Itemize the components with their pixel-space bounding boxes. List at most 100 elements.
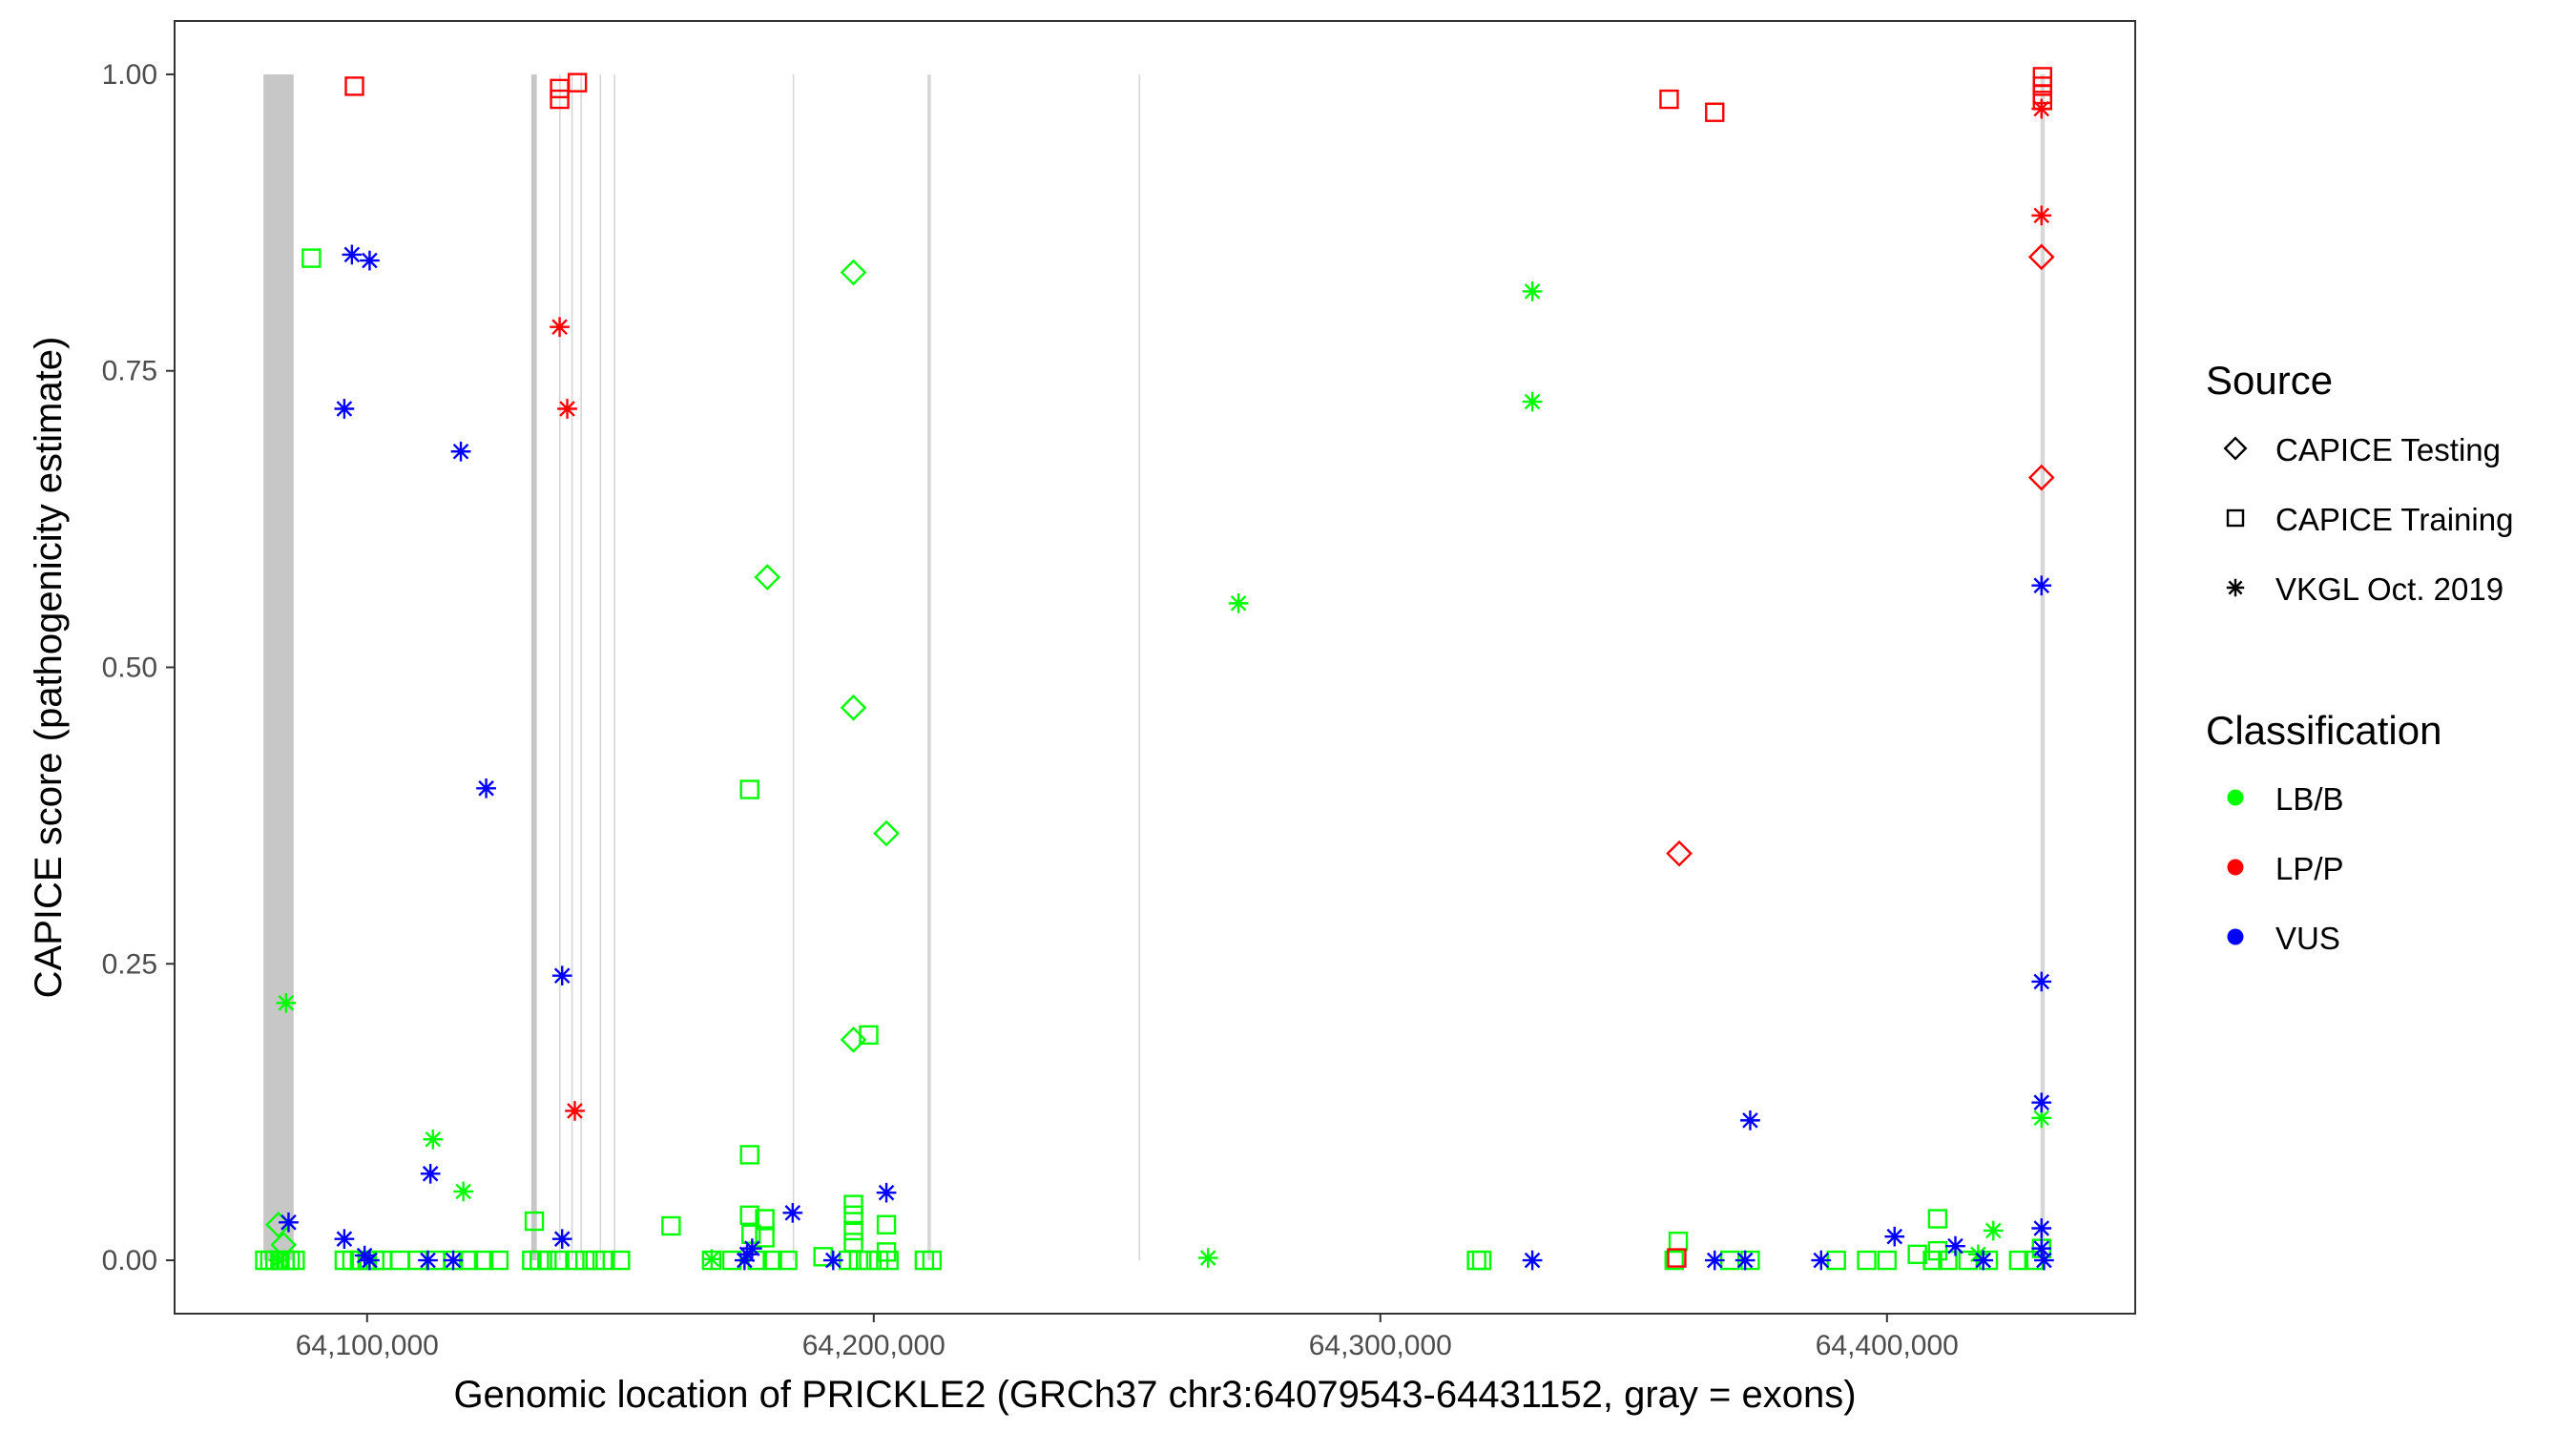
legend-source-label: CAPICE Testing <box>2275 432 2501 467</box>
legend-classification-title: Classification <box>2206 708 2441 753</box>
data-point <box>1704 1250 1725 1271</box>
exon-band <box>571 73 573 1261</box>
exon-layer <box>263 73 2046 1261</box>
exon-band <box>580 73 582 1261</box>
data-point <box>1922 1250 1942 1271</box>
data-point <box>859 1250 879 1271</box>
x-axis-title: Genomic location of PRICKLE2 (GRCh37 chr… <box>453 1374 1856 1416</box>
data-point <box>1927 1209 1948 1229</box>
data-point <box>268 1250 289 1271</box>
data-point <box>450 441 471 462</box>
data-point <box>737 1244 758 1265</box>
data-point <box>739 1205 759 1226</box>
data-point <box>1666 840 1693 867</box>
data-point <box>840 259 867 286</box>
data-point <box>762 1250 782 1271</box>
data-point <box>848 1250 869 1271</box>
legend-class-label: VUS <box>2275 921 2340 956</box>
exon-band <box>2040 73 2046 1261</box>
y-tick-label: 0.00 <box>102 1245 157 1276</box>
legend-classification: Classification LB/B LP/P VUS <box>2206 708 2441 956</box>
data-point <box>840 694 867 721</box>
exon-band <box>927 73 931 1261</box>
legend-class-label: LB/B <box>2275 781 2344 817</box>
data-point <box>1522 281 1543 301</box>
data-point <box>1471 1250 1492 1271</box>
data-point <box>565 1101 585 1121</box>
series-capice-training-lb-b <box>255 248 2051 1271</box>
series-capice-training-lp-p <box>344 67 2053 1268</box>
series-vkgl-oct-2019-lp-p <box>550 98 2052 1121</box>
data-point <box>574 1250 595 1271</box>
series-vkgl-oct-2019-vus <box>279 244 2054 1271</box>
data-point <box>360 250 380 271</box>
data-point <box>754 564 781 591</box>
data-point <box>344 76 364 96</box>
data-point <box>1907 1244 1927 1265</box>
data-point <box>2226 578 2245 597</box>
data-point <box>739 779 759 799</box>
data-point <box>551 965 572 986</box>
data-point <box>813 1247 833 1267</box>
data-point <box>276 992 297 1013</box>
data-point <box>822 1250 843 1271</box>
data-point <box>879 1250 899 1271</box>
data-point <box>1983 1220 2004 1241</box>
data-point <box>334 399 355 419</box>
exon-band <box>599 73 602 1261</box>
data-point <box>1228 593 1249 613</box>
data-point <box>551 1229 572 1250</box>
data-point <box>873 819 900 847</box>
y-tick-label: 0.50 <box>102 653 157 684</box>
data-point <box>922 1250 943 1271</box>
data-point <box>1945 1235 1965 1256</box>
data-point <box>595 1250 615 1271</box>
data-point <box>2031 575 2052 596</box>
data-point <box>279 1212 299 1233</box>
data-point <box>550 317 570 338</box>
data-point <box>1522 1250 1543 1271</box>
x-tick-label: 64,400,000 <box>1816 1330 1959 1361</box>
data-point <box>342 244 363 265</box>
legend-class-label: LP/P <box>2275 851 2344 886</box>
data-point <box>611 1250 631 1271</box>
data-point <box>755 1209 775 1229</box>
data-point <box>585 1250 605 1271</box>
data-point <box>557 399 577 419</box>
legend-source: Source CAPICE Testing CAPICE Training VKGL… <box>2206 358 2513 607</box>
legend-source-label: CAPICE Training <box>2275 502 2513 537</box>
y-tick-label: 1.00 <box>102 59 157 91</box>
y-axis-title: CAPICE score (pathogenicity estimate) <box>28 337 70 999</box>
data-point <box>360 1250 380 1271</box>
data-point <box>453 1181 474 1202</box>
data-point <box>2031 1092 2052 1113</box>
x-axis: 64,100,000 64,200,000 64,300,000 64,400,000 <box>296 1314 1959 1361</box>
data-point <box>843 1194 863 1214</box>
data-point <box>2031 1218 2052 1238</box>
data-point <box>2008 1250 2029 1271</box>
data-point <box>550 1250 570 1271</box>
data-point <box>1522 391 1543 412</box>
series-capice-testing-lb-b <box>265 259 900 1258</box>
exon-band <box>559 73 561 1261</box>
data-point <box>876 1214 897 1234</box>
data-point <box>2031 98 2052 119</box>
y-tick-label: 0.25 <box>102 948 157 980</box>
data-point <box>1740 1110 1760 1130</box>
data-point <box>735 1250 755 1271</box>
data-point <box>524 1211 545 1232</box>
data-point <box>2031 971 2052 992</box>
data-point <box>782 1202 803 1223</box>
y-axis: 0.00 0.25 0.50 0.75 1.00 <box>102 59 175 1276</box>
legend-class-key <box>2227 789 2244 806</box>
data-point <box>301 248 322 268</box>
data-point <box>739 1145 759 1165</box>
data-point <box>1938 1250 1958 1271</box>
data-point <box>1735 1250 1755 1271</box>
data-point <box>473 1250 494 1271</box>
data-point <box>843 1205 863 1226</box>
data-point <box>1877 1250 1898 1271</box>
exon-band <box>613 73 615 1261</box>
